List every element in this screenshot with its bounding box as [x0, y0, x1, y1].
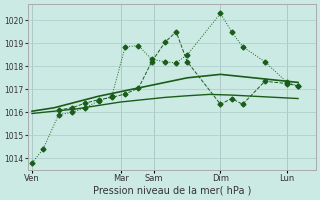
X-axis label: Pression niveau de la mer( hPa ): Pression niveau de la mer( hPa ): [92, 186, 251, 196]
